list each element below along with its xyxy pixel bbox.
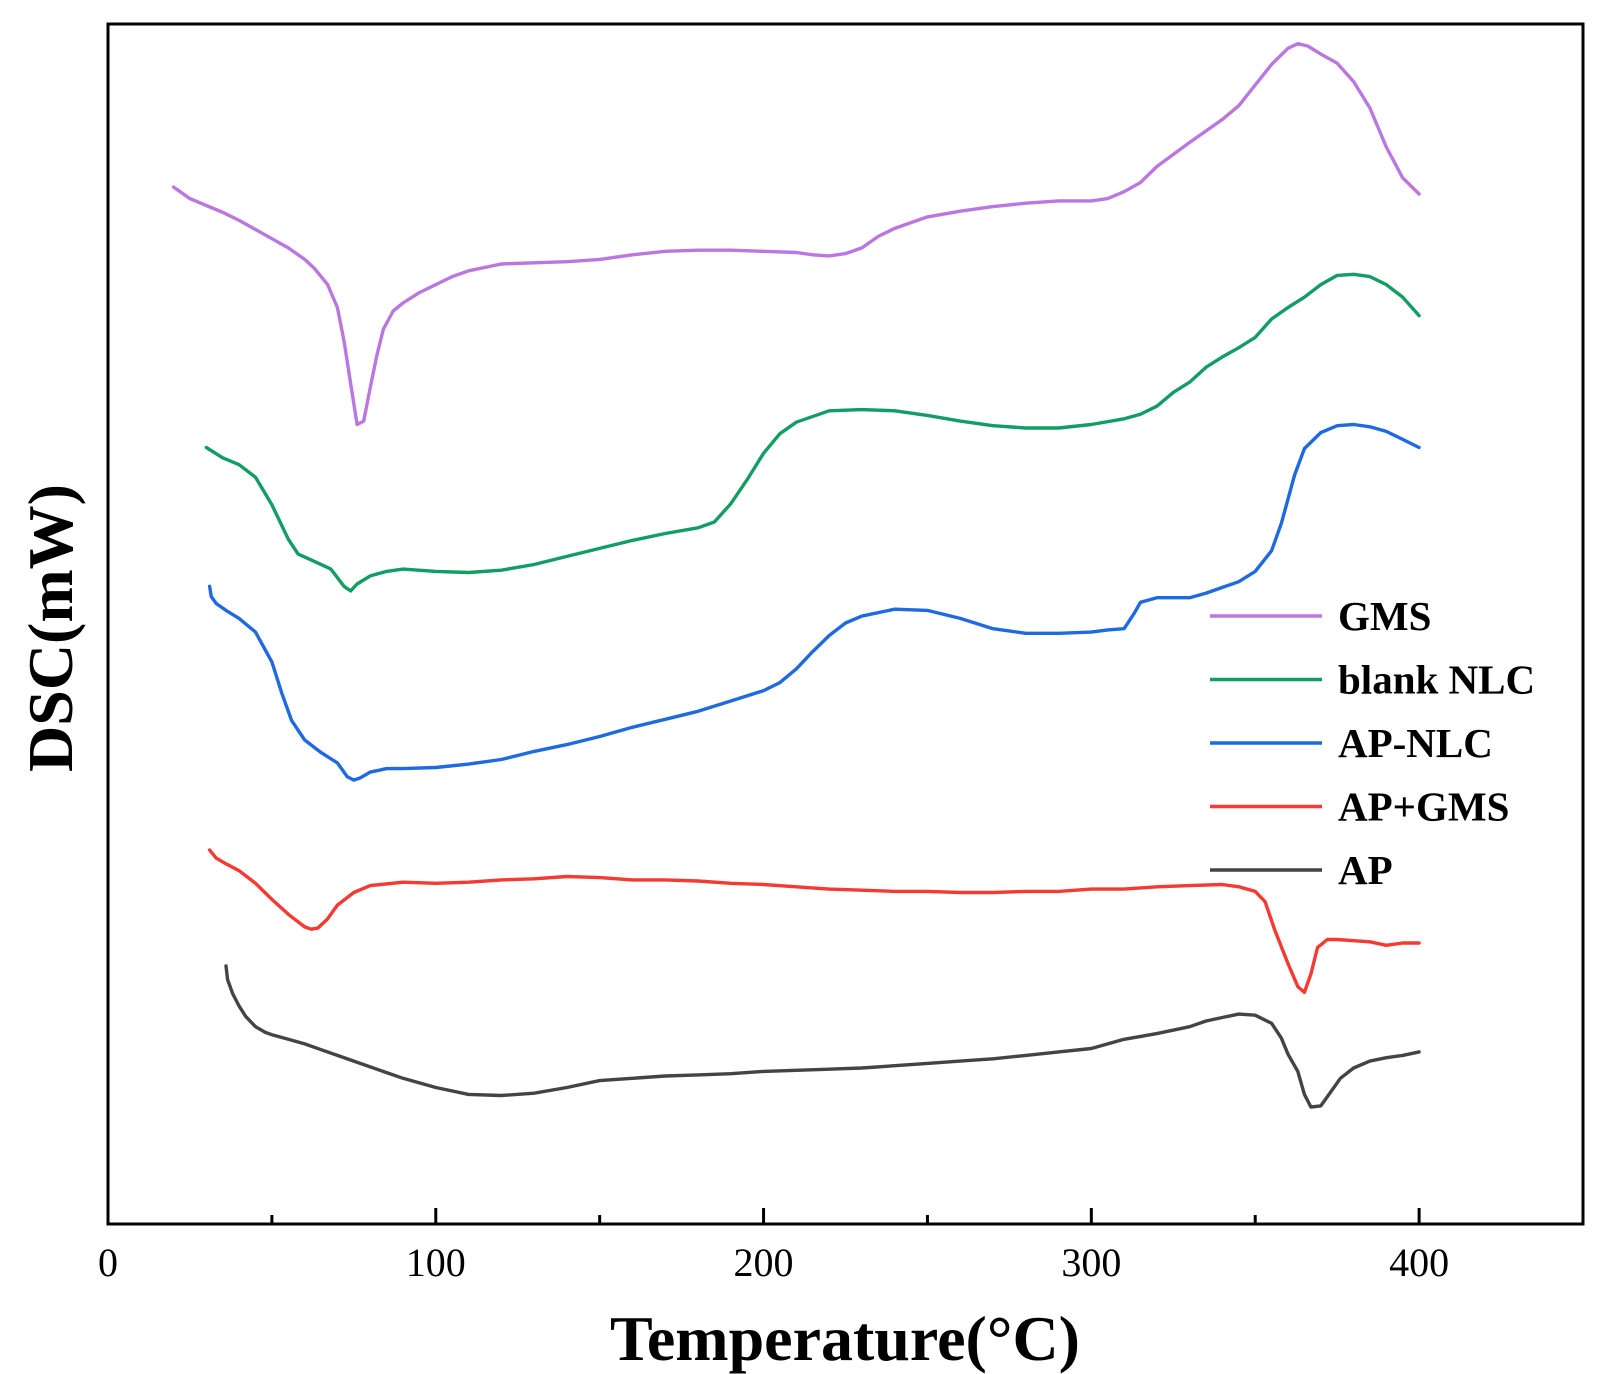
series-line-ap (224, 964, 1421, 1109)
x-tick-label: 100 (406, 1240, 466, 1285)
y-axis-title: DSC(mW) (15, 484, 86, 772)
x-tick-label: 300 (1061, 1240, 1121, 1285)
x-tick-label: 0 (98, 1240, 118, 1285)
x-tick-label: 200 (734, 1240, 794, 1285)
series-line-ap-gms (207, 848, 1421, 994)
legend-label-blank-nlc: blank NLC (1338, 657, 1535, 703)
legend-label-gms: GMS (1338, 593, 1431, 639)
series-layer (171, 42, 1421, 1109)
plot-frame (106, 22, 1585, 1226)
legend: GMS blank NLC AP-NLC AP+GMS AP (1210, 593, 1535, 893)
series-line-gms (171, 42, 1421, 427)
series-line-ap-nlc (207, 422, 1421, 782)
legend-label-ap: AP (1338, 847, 1393, 893)
tick-layer: 0 100 200 300 400 (98, 1208, 1449, 1285)
x-axis-title: Temperature(°C) (610, 1303, 1080, 1374)
legend-label-ap-gms: AP+GMS (1338, 784, 1509, 830)
x-tick-label: 400 (1389, 1240, 1449, 1285)
legend-label-ap-nlc: AP-NLC (1338, 720, 1493, 766)
series-line-blank-nlc (204, 272, 1421, 593)
